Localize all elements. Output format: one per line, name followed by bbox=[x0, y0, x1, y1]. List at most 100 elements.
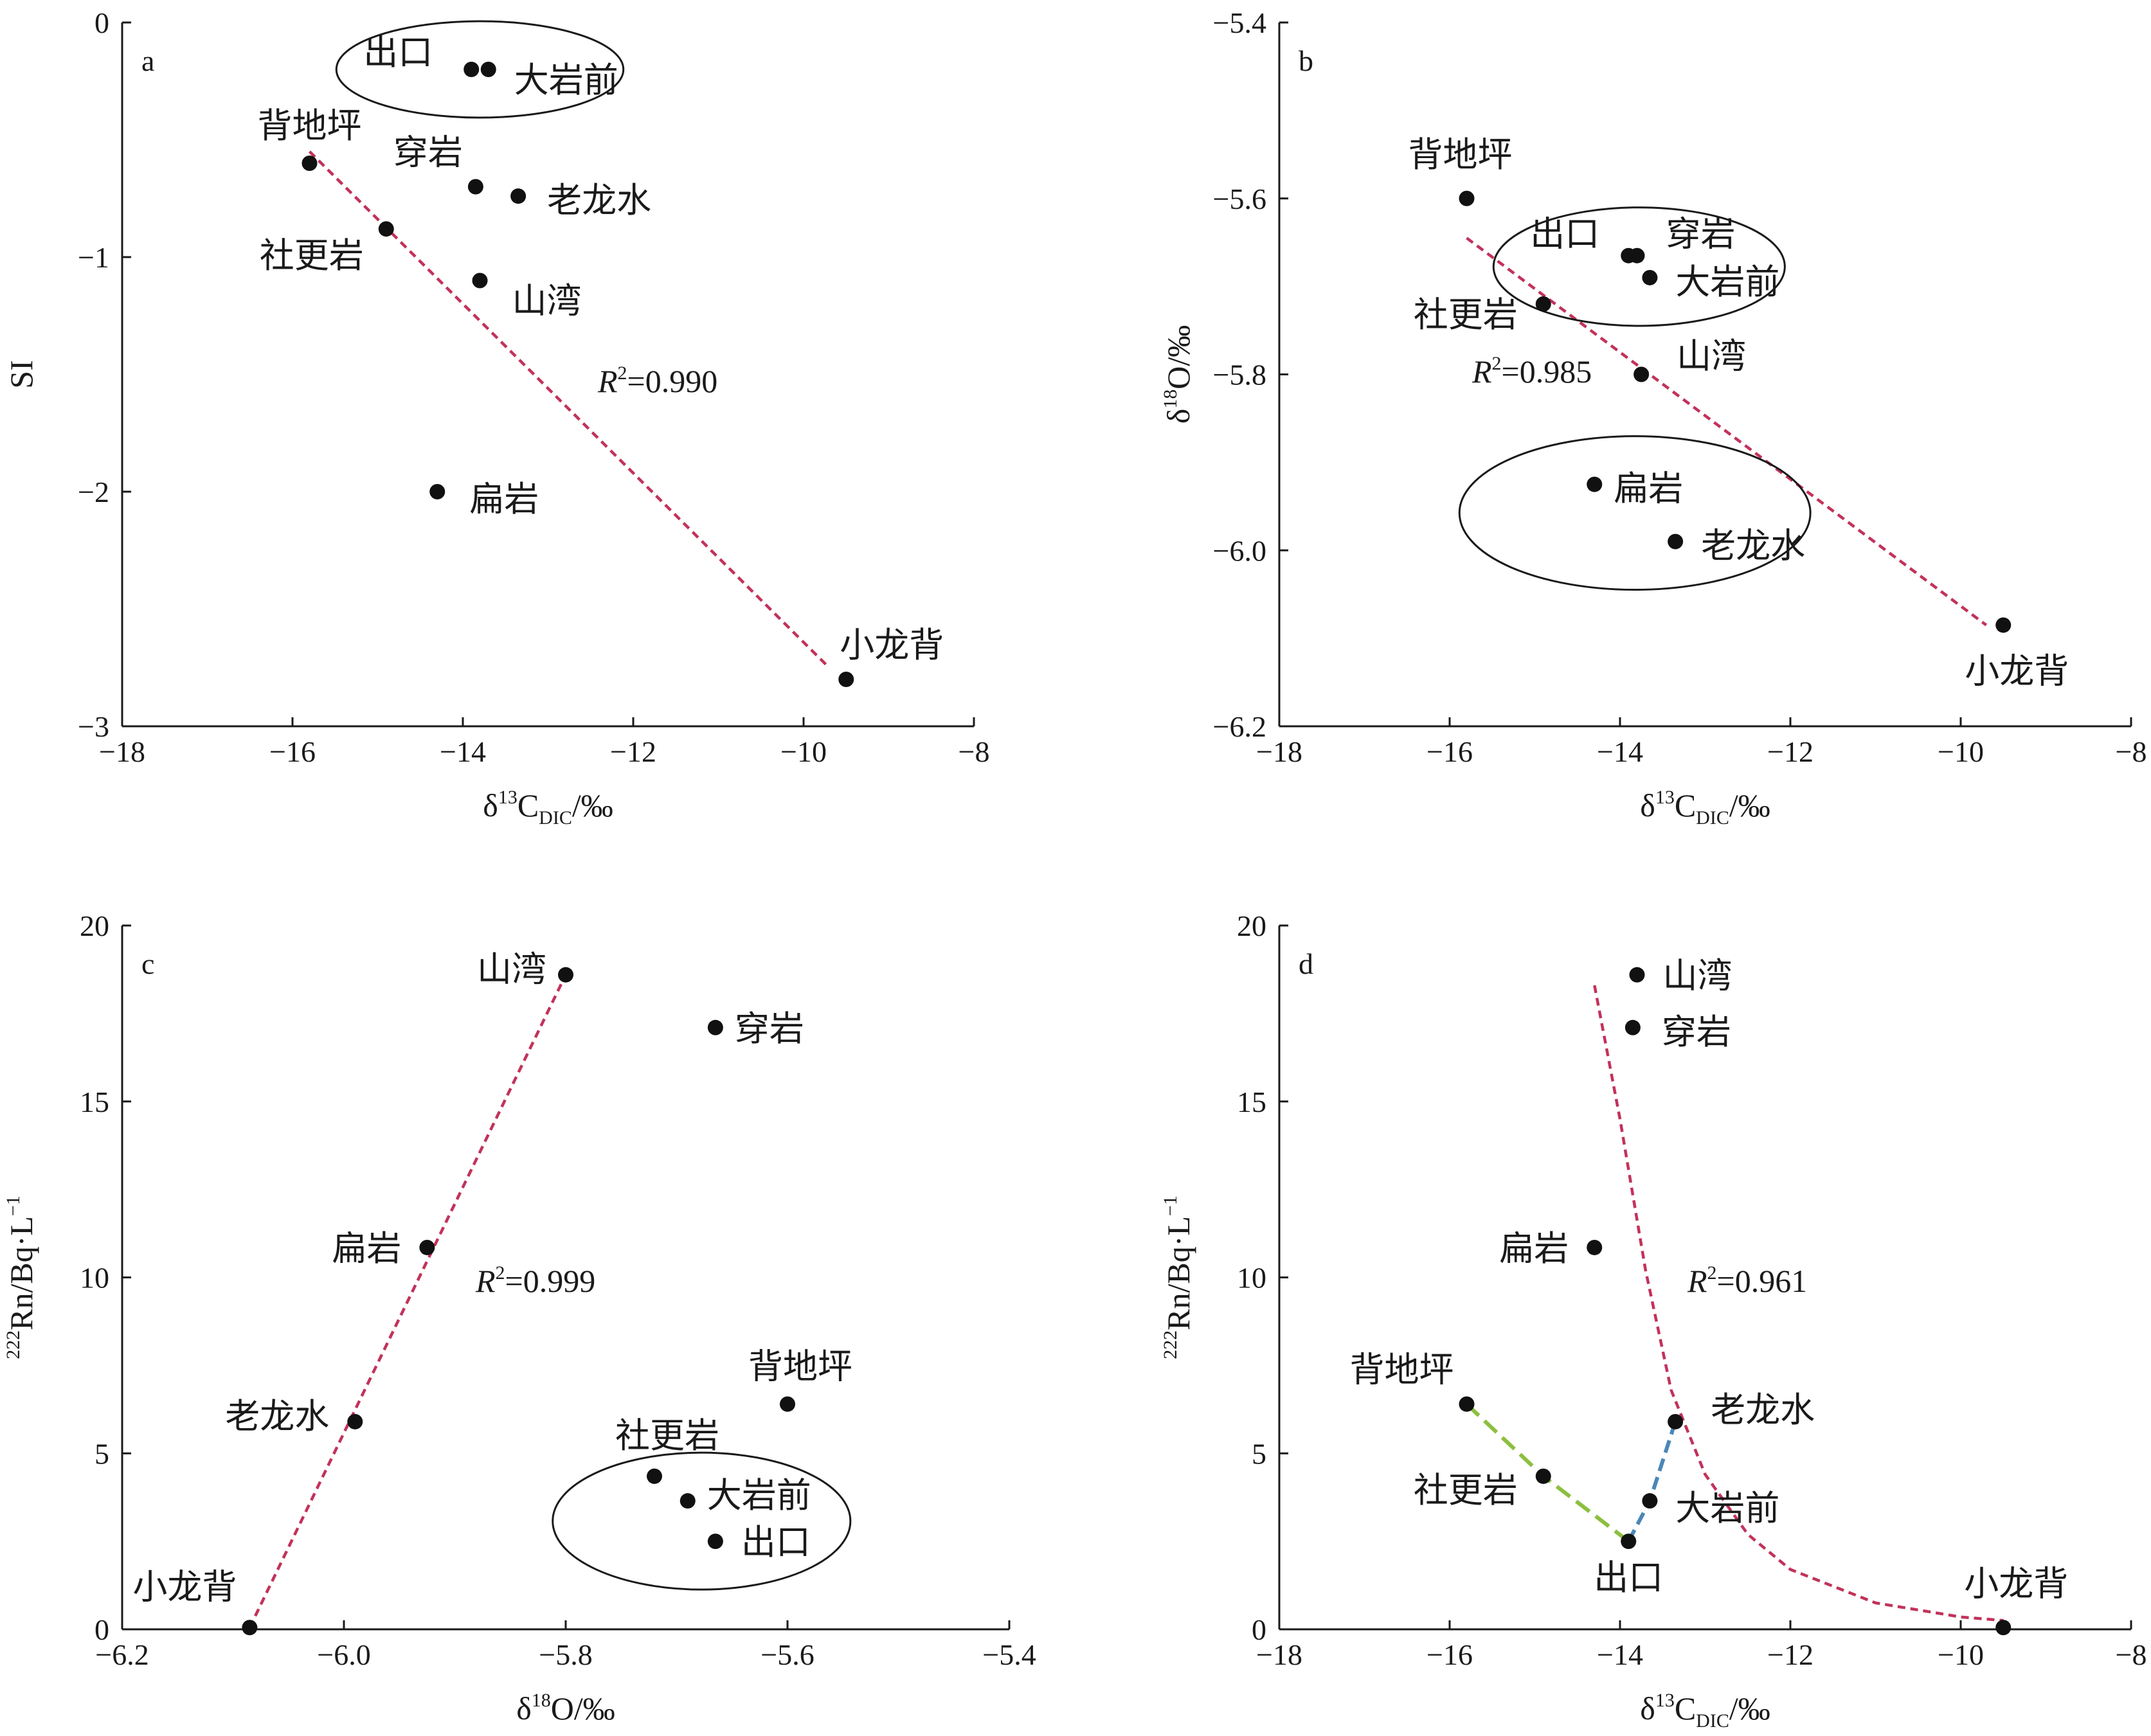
point-label: 大岩前 bbox=[1675, 263, 1779, 301]
point-label: 背地坪 bbox=[1408, 136, 1513, 174]
point-label: 老龙水 bbox=[1711, 1391, 1815, 1429]
y-tick-label: −2 bbox=[78, 476, 109, 508]
point-label: 社更岩 bbox=[260, 237, 364, 275]
point-label: 扁岩 bbox=[1499, 1230, 1569, 1268]
y-tick-label: −5.4 bbox=[1213, 6, 1266, 39]
point-label: 小龙背 bbox=[840, 626, 944, 665]
data-point bbox=[647, 1468, 662, 1484]
x-tick-label: −10 bbox=[1938, 735, 1984, 768]
x-tick-label: −16 bbox=[1426, 1638, 1473, 1671]
data-point bbox=[780, 1396, 795, 1412]
data-point bbox=[302, 156, 318, 171]
x-axis-label: δ13CDIC/‰ bbox=[1640, 787, 1770, 828]
group-ellipse bbox=[1458, 435, 1812, 591]
data-point bbox=[429, 484, 446, 499]
data-point bbox=[1668, 1413, 1684, 1429]
x-axis-label: δ18O/‰ bbox=[516, 1690, 615, 1726]
x-tick-label: −6.2 bbox=[95, 1638, 148, 1671]
x-axis-label: δ13CDIC/‰ bbox=[483, 787, 613, 828]
group-ellipse bbox=[552, 1451, 852, 1591]
panel-c: −6.2 −6.0 −5.8 −5.6 −5.4 0 5 10 15 20 c δ18O/‰ 222Rn… bbox=[3, 909, 1036, 1726]
panel-letter: d bbox=[1299, 947, 1313, 980]
group-ellipse bbox=[1492, 206, 1786, 327]
data-point bbox=[472, 273, 488, 289]
x-tick-label: −14 bbox=[1597, 1638, 1643, 1671]
y-tick-label: 0 bbox=[94, 1613, 109, 1646]
x-tick-label: −14 bbox=[1597, 735, 1643, 768]
x-tick-label: −18 bbox=[99, 735, 145, 768]
data-point bbox=[1995, 1620, 2012, 1636]
point-label: 山湾 bbox=[1677, 337, 1746, 376]
data-point bbox=[480, 62, 496, 77]
x-tick-label: −16 bbox=[1426, 735, 1473, 768]
x-tick-label: −8 bbox=[959, 735, 990, 768]
fit-line bbox=[248, 974, 568, 1629]
point-label: 出口 bbox=[741, 1523, 811, 1562]
point-label: 穿岩 bbox=[735, 1010, 804, 1048]
group-ellipse bbox=[335, 20, 625, 119]
point-label: 山湾 bbox=[512, 282, 582, 321]
y-tick-label: −6.0 bbox=[1213, 534, 1266, 567]
point-label: 背地坪 bbox=[258, 107, 362, 145]
point-label: 大岩前 bbox=[1675, 1489, 1779, 1528]
data-point bbox=[419, 1239, 435, 1255]
x-tick-label: −18 bbox=[1256, 1638, 1302, 1671]
point-label: 扁岩 bbox=[332, 1230, 401, 1268]
data-point bbox=[1642, 269, 1658, 285]
point-label: 社更岩 bbox=[1414, 1471, 1518, 1510]
y-tick-label: 10 bbox=[1237, 1262, 1266, 1294]
data-point bbox=[464, 62, 480, 77]
data-point bbox=[1459, 1396, 1475, 1412]
r2-label: R2=0.985 bbox=[1472, 353, 1592, 389]
y-tick-label: 5 bbox=[1252, 1437, 1266, 1470]
y-tick-label: −1 bbox=[78, 241, 109, 274]
y-tick-label: 5 bbox=[94, 1437, 109, 1470]
point-label: 出口 bbox=[1530, 215, 1599, 254]
data-point bbox=[1621, 1534, 1637, 1550]
data-point bbox=[1587, 1239, 1603, 1255]
data-point bbox=[838, 672, 854, 687]
fit-curve bbox=[1593, 985, 2004, 1622]
point-label: 社更岩 bbox=[1414, 296, 1518, 334]
x-tick-label: −5.8 bbox=[539, 1638, 592, 1671]
point-label: 扁岩 bbox=[469, 480, 539, 519]
point-label: 小龙背 bbox=[1964, 1564, 2068, 1603]
x-tick-label: −18 bbox=[1256, 735, 1302, 768]
point-label: 老龙水 bbox=[547, 181, 651, 220]
data-point bbox=[1459, 190, 1475, 206]
data-point bbox=[558, 967, 573, 983]
x-tick-label: −12 bbox=[610, 735, 656, 768]
fit-line bbox=[1466, 237, 1988, 627]
data-point bbox=[1668, 533, 1684, 550]
x-tick-label: −12 bbox=[1767, 1638, 1814, 1671]
point-label: 大岩前 bbox=[707, 1476, 811, 1515]
point-label: 社更岩 bbox=[615, 1417, 719, 1455]
point-label: 大岩前 bbox=[514, 61, 618, 100]
y-tick-label: 15 bbox=[80, 1086, 109, 1118]
y-axis-label: 222Rn/Bq·L−1 bbox=[1160, 1195, 1196, 1359]
point-label: 小龙背 bbox=[132, 1568, 237, 1606]
data-point bbox=[1587, 476, 1603, 492]
y-tick-label: 0 bbox=[94, 6, 109, 39]
y-tick-label: −5.6 bbox=[1213, 183, 1266, 215]
fit-line bbox=[308, 150, 831, 669]
r2-label: R2=0.961 bbox=[1687, 1262, 1807, 1299]
x-tick-label: −5.6 bbox=[760, 1638, 814, 1671]
data-point bbox=[347, 1413, 363, 1429]
point-label: 背地坪 bbox=[748, 1348, 852, 1386]
y-tick-label: 10 bbox=[80, 1262, 109, 1294]
data-point bbox=[510, 188, 526, 204]
point-label: 山湾 bbox=[1663, 957, 1733, 996]
x-tick-label: −6.0 bbox=[317, 1638, 370, 1671]
data-point bbox=[242, 1620, 258, 1636]
r2-label: R2=0.999 bbox=[475, 1262, 595, 1299]
y-tick-label: 20 bbox=[1237, 909, 1266, 942]
x-tick-label: −16 bbox=[269, 735, 316, 768]
x-tick-label: −14 bbox=[440, 735, 486, 768]
point-label: 出口 bbox=[363, 33, 433, 72]
panel-letter: a bbox=[141, 44, 154, 77]
point-label: 背地坪 bbox=[1350, 1351, 1454, 1390]
data-point bbox=[1629, 247, 1645, 264]
